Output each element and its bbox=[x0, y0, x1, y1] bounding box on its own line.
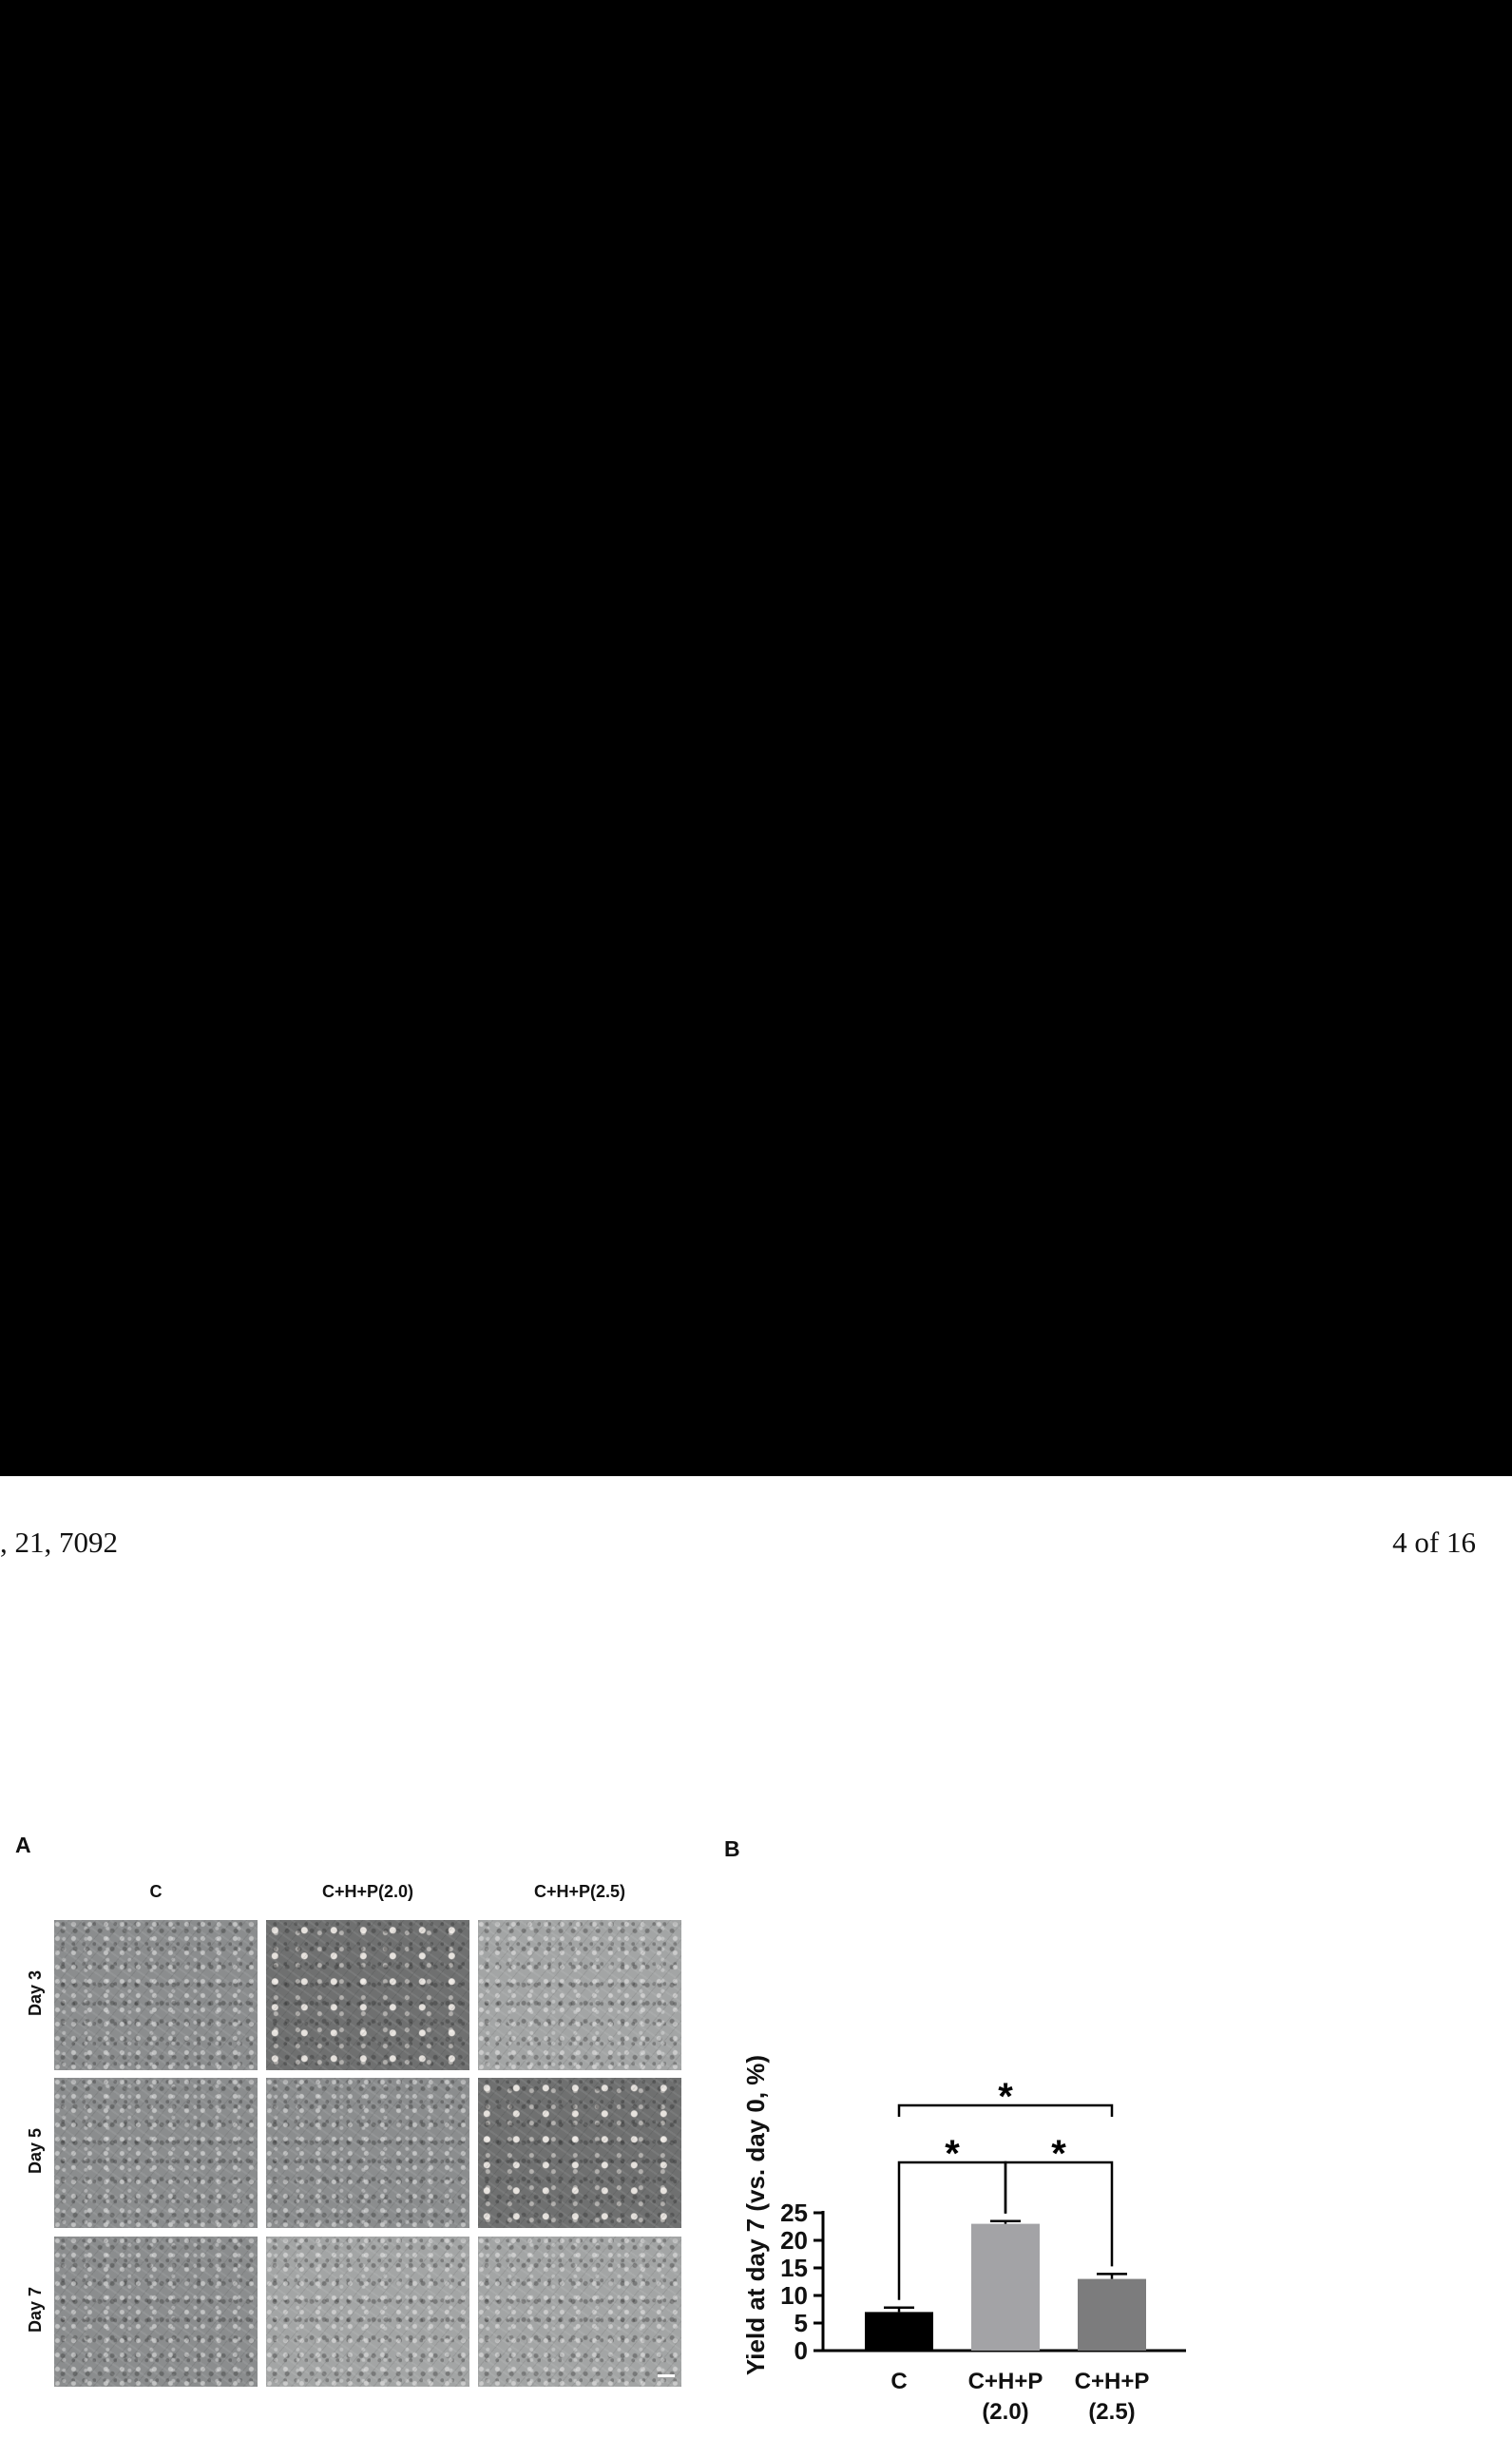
micrograph-c-day-5 bbox=[54, 2078, 258, 2228]
panel-b-label: B bbox=[724, 1836, 740, 1861]
row-label-day-5: Day 5 bbox=[26, 2127, 45, 2175]
micrograph-chp-2-5-day-3 bbox=[478, 1920, 681, 2070]
micrograph-chp-2-5-day-5 bbox=[478, 2078, 681, 2228]
y-tick-label: 20 bbox=[780, 2226, 808, 2255]
x-tick-label: (2.5) bbox=[1088, 2399, 1135, 2425]
micrograph-c-day-3 bbox=[54, 1920, 258, 2070]
journal-citation: , 21, 7092 bbox=[0, 1526, 118, 1560]
x-tick-label: C+H+P bbox=[1075, 2369, 1150, 2394]
bar bbox=[865, 2312, 933, 2351]
micrograph-c-day-7 bbox=[54, 2237, 258, 2387]
x-tick-label: C bbox=[890, 2369, 907, 2394]
y-tick-label: 5 bbox=[794, 2309, 808, 2337]
y-tick-label: 15 bbox=[780, 2254, 808, 2282]
micrograph-chp-2-0-day-5 bbox=[266, 2078, 469, 2228]
significance-star: * bbox=[1051, 2133, 1066, 2175]
x-tick-label: (2.0) bbox=[982, 2399, 1028, 2425]
scale-bar bbox=[658, 2374, 675, 2377]
bar bbox=[1078, 2278, 1146, 2351]
column-label-chp-2-0: C+H+P(2.0) bbox=[321, 1882, 414, 1901]
significance-star: * bbox=[998, 2076, 1013, 2118]
row-label-day-3: Day 3 bbox=[26, 1969, 45, 2017]
micrograph-chp-2-5-day-7 bbox=[478, 2237, 681, 2387]
row-label-day-7: Day 7 bbox=[26, 2286, 45, 2333]
black-region bbox=[0, 0, 1512, 1476]
bar bbox=[971, 2223, 1040, 2351]
significance-bracket bbox=[897, 2103, 1114, 2117]
x-tick-label: C+H+P bbox=[968, 2369, 1043, 2394]
y-tick-label: 10 bbox=[780, 2281, 808, 2310]
panel-a-label: A bbox=[15, 1833, 31, 1857]
significance-bracket bbox=[1004, 2161, 1114, 2267]
y-axis-label: Yield at day 7 (vs. day 0, %) bbox=[741, 2055, 770, 2375]
significance-star: * bbox=[945, 2133, 960, 2175]
y-tick-label: 25 bbox=[780, 2199, 808, 2227]
micrograph-chp-2-0-day-7 bbox=[266, 2237, 469, 2387]
page-number: 4 of 16 bbox=[1392, 1526, 1476, 1559]
micrograph-chp-2-0-day-3 bbox=[266, 1920, 469, 2070]
column-label-chp-2-5: C+H+P(2.5) bbox=[533, 1882, 626, 1901]
column-label-c: C bbox=[149, 1882, 163, 1901]
citation-text: , 21, 7092 bbox=[0, 1526, 118, 1559]
y-tick-label: 0 bbox=[794, 2336, 808, 2365]
